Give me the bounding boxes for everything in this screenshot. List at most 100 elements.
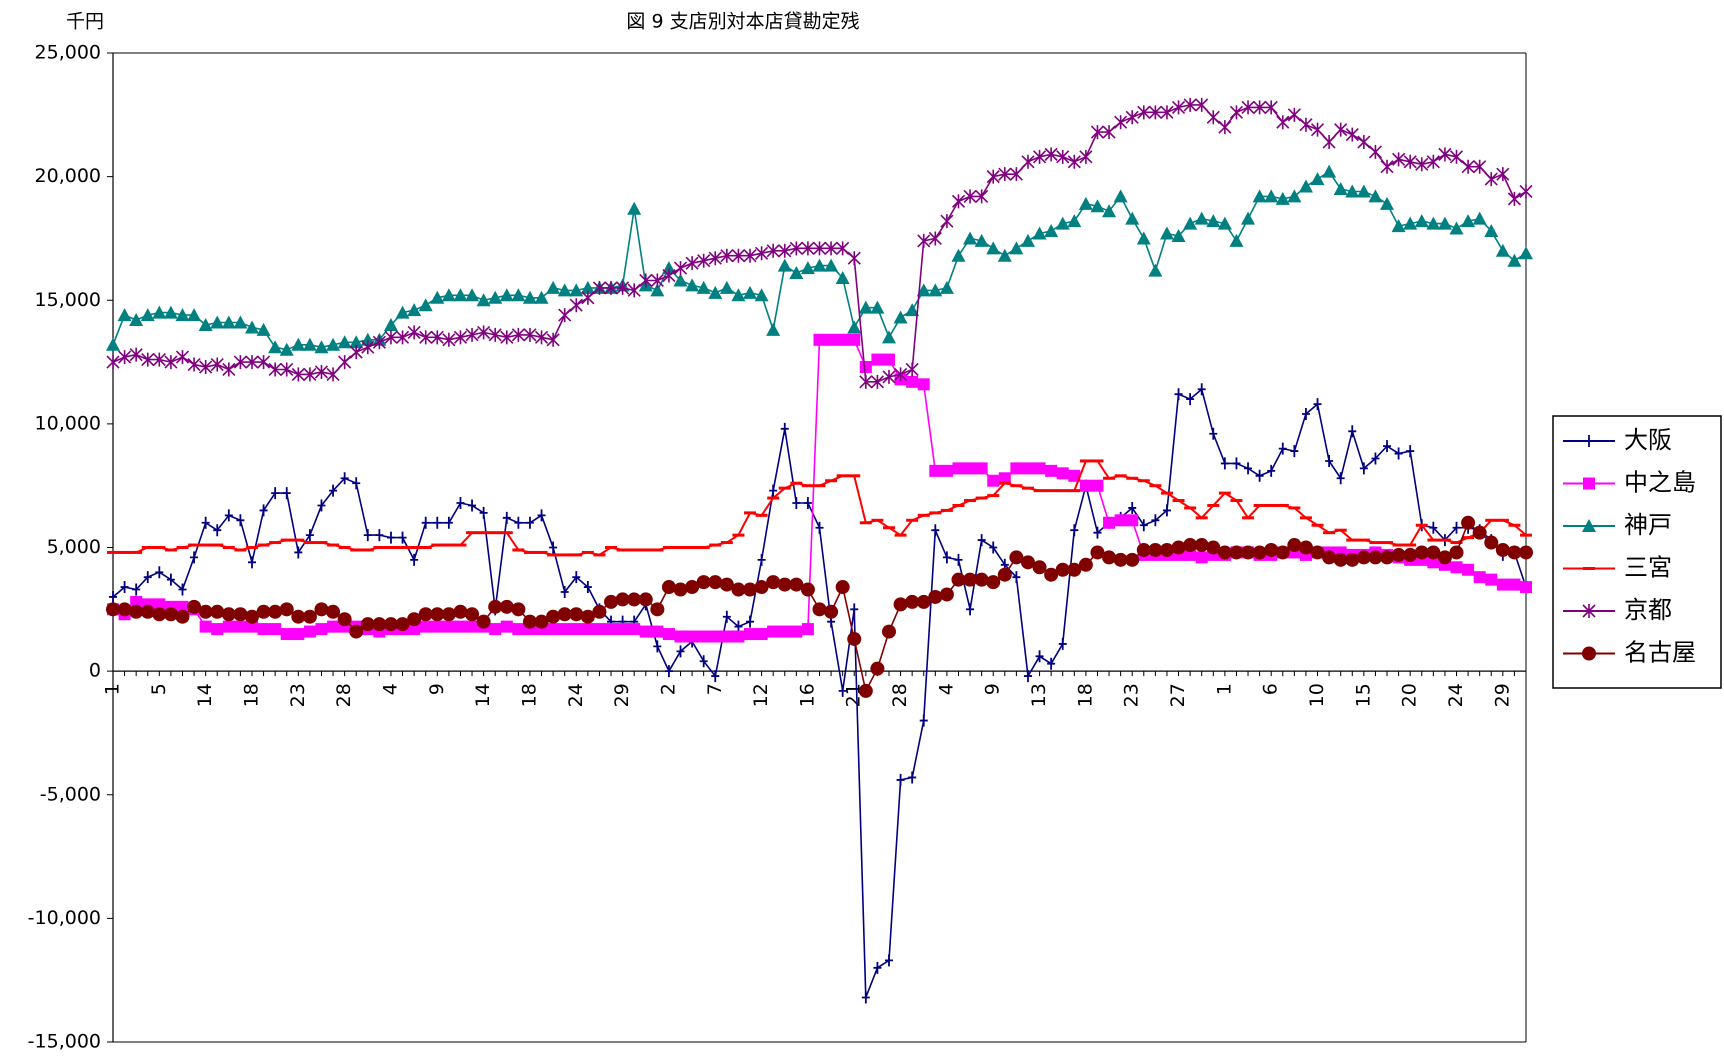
series-marker	[1345, 127, 1359, 142]
series-marker	[825, 333, 838, 346]
series-marker	[757, 553, 766, 566]
series-marker	[881, 624, 896, 639]
series-marker	[954, 553, 963, 566]
series-marker	[1047, 657, 1056, 670]
series-marker	[604, 594, 619, 609]
series-marker	[163, 607, 178, 622]
series-marker	[616, 623, 629, 636]
series-marker	[453, 330, 468, 345]
legend-label: 京都	[1624, 596, 1672, 624]
series-marker	[257, 623, 270, 636]
series-marker	[1009, 241, 1024, 255]
series-marker	[1021, 462, 1034, 475]
series-marker	[268, 362, 282, 377]
series-marker	[1079, 479, 1092, 492]
series-marker	[1091, 479, 1104, 492]
y-tick-label: 15,000	[35, 289, 101, 311]
series-marker	[1023, 670, 1032, 683]
series-marker	[512, 623, 525, 636]
series-marker	[164, 355, 178, 370]
series-marker	[1044, 224, 1059, 238]
series-marker	[908, 771, 917, 784]
series-marker	[210, 315, 225, 329]
x-tick-label: 4	[935, 683, 957, 695]
series-marker	[234, 620, 247, 633]
series-marker	[639, 625, 652, 638]
series-marker	[1232, 457, 1241, 470]
series-marker	[893, 310, 908, 324]
series-marker	[233, 315, 248, 329]
series-marker	[919, 714, 928, 727]
series-marker	[453, 288, 468, 302]
series-marker	[1520, 581, 1532, 594]
series-marker	[894, 367, 908, 382]
series-marker	[1113, 552, 1128, 567]
series-marker	[873, 961, 882, 974]
series-marker	[1128, 501, 1137, 514]
series-marker	[1206, 540, 1221, 555]
series-marker	[140, 604, 155, 619]
legend-label: 神戸	[1624, 511, 1672, 539]
series-marker	[731, 248, 745, 263]
series-marker	[1461, 159, 1475, 174]
series-marker	[986, 169, 1000, 184]
series-marker	[244, 320, 259, 334]
series-marker	[1229, 545, 1244, 560]
series-marker	[986, 575, 1001, 590]
series-marker	[916, 283, 931, 297]
series-marker	[801, 623, 814, 636]
series-marker	[384, 330, 398, 345]
series-marker	[118, 350, 132, 365]
series-marker	[939, 280, 954, 294]
series-marker	[939, 587, 954, 602]
series-marker	[1159, 226, 1174, 240]
series-marker	[661, 261, 676, 275]
series-marker	[870, 300, 885, 314]
series-marker	[1020, 233, 1035, 247]
series-marker	[302, 609, 317, 624]
series-marker	[896, 773, 905, 786]
series-marker	[256, 604, 271, 619]
series-marker	[302, 337, 317, 351]
x-tick-label: 18	[240, 683, 262, 707]
series-marker	[696, 575, 711, 590]
y-tick-label: -15,000	[28, 1031, 101, 1053]
series-marker	[488, 599, 503, 614]
x-tick-label: 14	[472, 683, 494, 707]
series-marker	[153, 598, 166, 611]
series-marker	[1139, 519, 1148, 532]
series-marker	[1241, 100, 1255, 115]
series-marker	[303, 625, 316, 638]
series-marker	[627, 283, 641, 298]
series-marker	[1298, 540, 1313, 555]
y-tick-label: 25,000	[35, 42, 101, 64]
series-marker	[1194, 538, 1209, 553]
series-marker	[627, 592, 642, 607]
series-marker	[352, 477, 361, 490]
legend-marker	[1582, 604, 1596, 618]
series-marker	[1449, 149, 1464, 164]
series-marker	[141, 352, 155, 367]
series-marker	[850, 603, 859, 616]
series-marker	[951, 194, 966, 209]
series-marker	[975, 189, 989, 204]
x-tick-label: 1	[1213, 683, 1235, 695]
series-marker	[337, 335, 352, 349]
series-marker	[767, 625, 780, 638]
series-marker	[789, 577, 804, 592]
series-marker	[732, 630, 745, 643]
series-marker	[847, 631, 862, 646]
series-marker	[824, 604, 839, 619]
series-marker	[109, 590, 117, 603]
series-marker	[627, 201, 642, 215]
series-marker	[744, 628, 757, 641]
series-marker	[650, 602, 665, 617]
series-marker	[581, 290, 595, 305]
series-marker	[1010, 462, 1023, 475]
series-marker	[1090, 545, 1105, 560]
series-marker	[257, 355, 271, 370]
series-marker	[433, 516, 442, 529]
series-marker	[754, 580, 769, 595]
series-marker	[1125, 211, 1140, 225]
series-marker	[1403, 216, 1418, 230]
